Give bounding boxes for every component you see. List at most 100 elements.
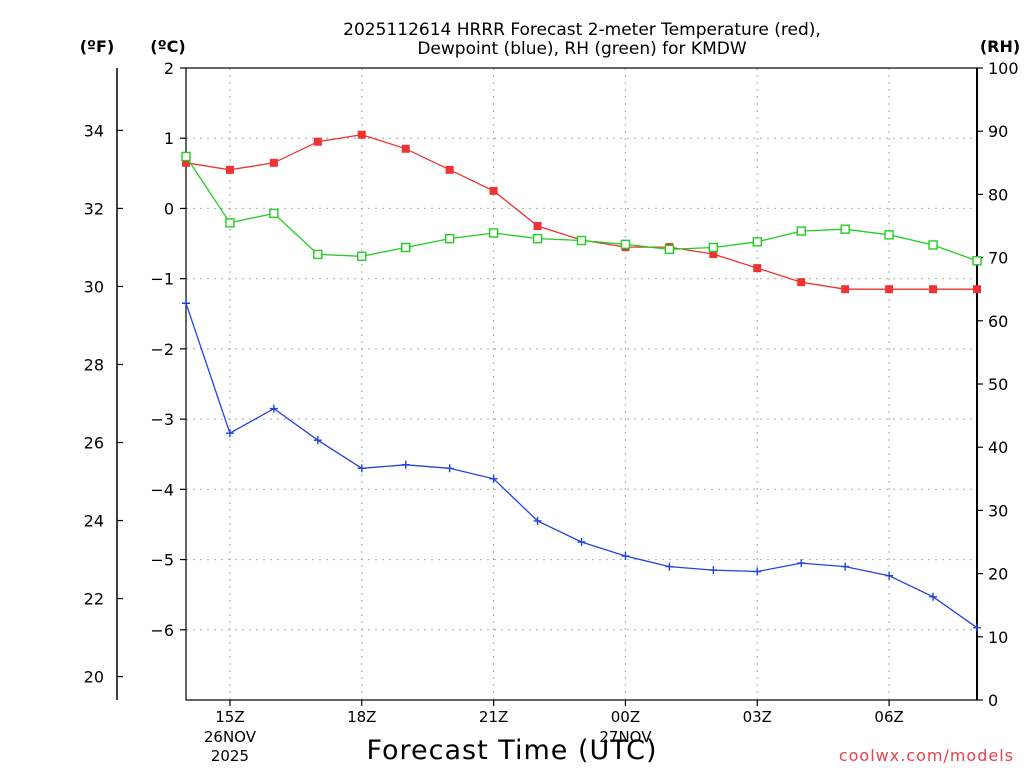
fahrenheit-tick-label: 34: [84, 121, 104, 140]
temperature-point: [841, 285, 850, 294]
rh-tick-label: 0: [988, 691, 998, 710]
rh-tick-label: 80: [988, 185, 1008, 204]
dewpoint-point: [621, 552, 630, 561]
x-tick-label: 06Z: [874, 708, 903, 726]
rh-point: [313, 249, 323, 260]
x-tick-label: 03Z: [743, 708, 772, 726]
fahrenheit-tick-label: 24: [84, 512, 104, 531]
rh-point: [752, 237, 762, 247]
rh-point: [401, 242, 411, 253]
rh-tick-label: 60: [988, 312, 1008, 331]
rh-tick-label: 90: [988, 122, 1008, 141]
celsius-tick-label: 2: [164, 59, 174, 78]
celsius-tick-label: −5: [150, 551, 174, 570]
rh-point: [269, 208, 279, 219]
dewpoint-point: [445, 464, 454, 473]
dewpoint-series-line: [185, 302, 978, 629]
rh-point: [884, 230, 894, 240]
temperature-point: [709, 250, 718, 259]
temperature-series-line: [185, 134, 977, 290]
celsius-tick-label: −6: [150, 621, 174, 640]
dewpoint-point: [533, 516, 542, 525]
rh-tick-label: 70: [988, 249, 1008, 268]
rh-point: [972, 256, 982, 266]
x-axis-title: Forecast Time (UTC): [366, 735, 657, 766]
rh-point: [444, 233, 455, 244]
rh-tick-label: 30: [988, 501, 1008, 520]
temperature-point: [225, 165, 234, 174]
fahrenheit-tick-label: 32: [84, 199, 104, 218]
rh-tick-label: 50: [988, 375, 1008, 394]
rh-point: [181, 151, 191, 162]
series-layer: [181, 130, 982, 632]
chart-title: 2025112614 HRRR Forecast 2-meter Tempera…: [343, 20, 821, 40]
fahrenheit-tick-label: 20: [84, 668, 104, 687]
dewpoint-point: [225, 429, 234, 438]
celsius-tick-label: 0: [164, 199, 174, 218]
rh-point: [576, 235, 587, 246]
dewpoint-point: [269, 404, 278, 413]
x-tick-label: 00Z: [611, 708, 640, 726]
celsius-tick-label: −2: [150, 340, 174, 359]
temperature-point: [401, 144, 410, 153]
celsius-tick-label: −4: [150, 480, 174, 499]
x-tick-label: 18Z: [347, 708, 376, 726]
rh-tick-label: 100: [988, 59, 1019, 78]
temperature-point: [489, 186, 498, 195]
temperature-point: [929, 285, 938, 294]
fahrenheit-tick-label: 30: [84, 277, 104, 296]
rh-point: [225, 218, 235, 228]
temperature-point: [313, 137, 322, 146]
rh-point: [620, 239, 631, 250]
dewpoint-point: [797, 559, 806, 568]
rh-point: [664, 244, 675, 255]
dewpoint-point: [885, 571, 894, 580]
x-tick-date-label: 27NOV: [599, 728, 652, 746]
temperature-point: [973, 285, 981, 294]
rh-point: [532, 233, 543, 244]
x-tick-date-label: 26NOV: [204, 728, 257, 746]
plot-frame: [185, 67, 978, 701]
dewpoint-point: [973, 623, 981, 632]
rh-tick-label: 10: [988, 628, 1008, 647]
dewpoint-point: [841, 562, 850, 571]
fahrenheit-tick-label: 28: [84, 355, 104, 374]
celsius-tick-label: −1: [150, 270, 174, 289]
rh-point: [357, 251, 367, 262]
fahrenheit-unit-label: (ºF): [80, 37, 115, 56]
temperature-point: [753, 264, 762, 273]
dewpoint-point: [182, 299, 190, 308]
rh-point: [840, 224, 850, 234]
temperature-point: [533, 222, 542, 230]
temperature-point: [797, 278, 806, 287]
x-tick-label: 15Z: [215, 708, 244, 726]
dewpoint-point: [357, 464, 366, 473]
dewpoint-point: [753, 567, 762, 576]
rh-point: [928, 240, 938, 250]
x-tick-label: 21Z: [479, 708, 508, 726]
celsius-unit-label: (ºC): [150, 37, 185, 56]
dewpoint-point: [489, 474, 498, 483]
temperature-point: [357, 130, 366, 139]
credit-text: coolwx.com/models: [839, 746, 1014, 765]
dewpoint-point: [577, 538, 586, 546]
dewpoint-point: [401, 460, 410, 469]
celsius-tick-label: 1: [164, 129, 174, 148]
chart-subtitle: Dewpoint (blue), RH (green) for KMDW: [417, 39, 746, 59]
rh-tick-label: 40: [988, 438, 1008, 457]
dewpoint-point: [709, 566, 718, 575]
grid-layer: [186, 68, 977, 700]
temperature-point: [182, 158, 190, 167]
rh-point: [796, 226, 806, 236]
x-tick-year-label: 2025: [211, 747, 249, 765]
rh-tick-label: 20: [988, 565, 1008, 584]
temperature-point: [885, 285, 894, 294]
celsius-tick-label: −3: [150, 410, 174, 429]
temperature-point: [269, 158, 278, 167]
dewpoint-point: [665, 562, 674, 571]
fahrenheit-tick-label: 22: [84, 590, 104, 609]
temperature-point: [445, 165, 454, 174]
